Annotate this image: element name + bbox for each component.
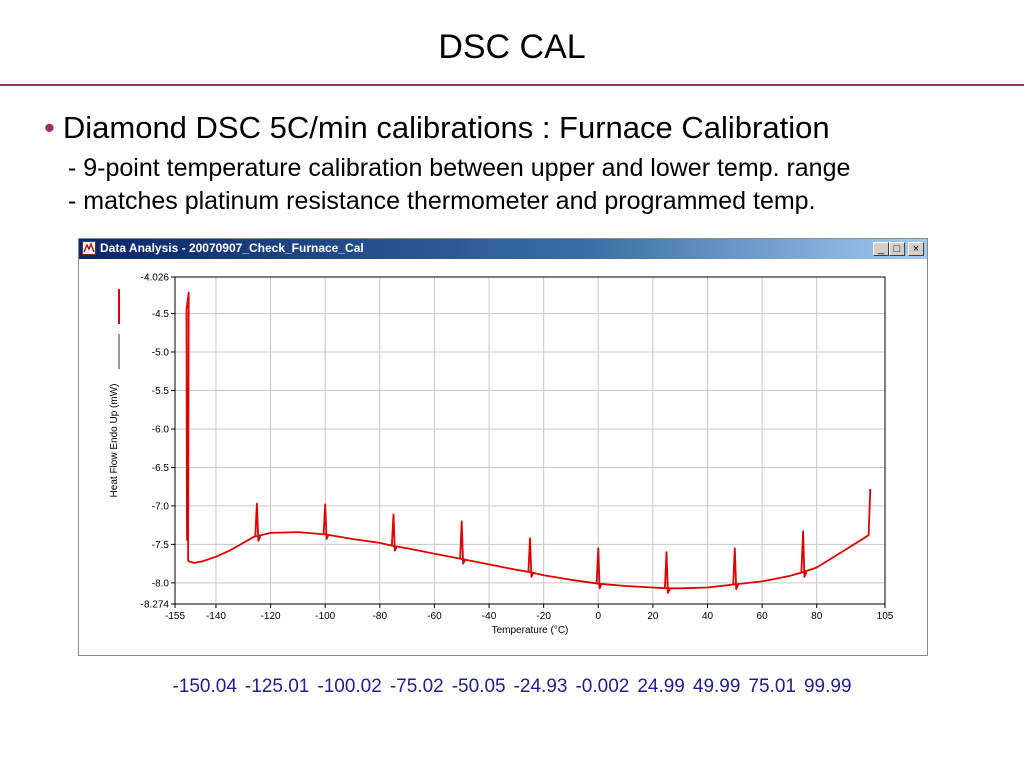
grid-layer bbox=[175, 277, 885, 604]
slide-title: DSC CAL bbox=[438, 28, 586, 66]
calibration-peak bbox=[390, 513, 398, 552]
calibration-peak bbox=[254, 502, 262, 542]
y-tick-label: -6.5 bbox=[152, 463, 170, 474]
x-tick-label: -20 bbox=[536, 611, 551, 622]
plot-frame bbox=[174, 276, 886, 605]
maximize-button[interactable]: □ bbox=[889, 242, 905, 256]
calibration-values: -150.04 -125.01 -100.02 -75.02 -50.05 -24.93-… bbox=[0, 676, 1024, 698]
window-title: Data Analysis - 20070907_Check_Furnace_C… bbox=[100, 241, 364, 255]
calibration-value: -100.02 bbox=[317, 676, 382, 697]
app-icon bbox=[82, 241, 96, 255]
title-divider bbox=[0, 84, 1024, 86]
x-tick-label: -155 bbox=[165, 611, 185, 622]
calibration-value: 24.99 bbox=[637, 676, 685, 697]
x-tick-label: 0 bbox=[595, 611, 601, 622]
main-bullet: • Diamond DSC 5C/min calibrations : Furna… bbox=[44, 110, 830, 146]
x-tick-label: 105 bbox=[877, 611, 894, 622]
x-tick-label: 60 bbox=[757, 611, 769, 622]
x-tick-label: -140 bbox=[206, 611, 226, 622]
sub-line-1: - 9-point temperature calibration betwee… bbox=[68, 154, 851, 182]
x-tick-label: -60 bbox=[427, 611, 442, 622]
calibration-value: -75.02 bbox=[389, 676, 444, 697]
window-titlebar[interactable]: Data Analysis - 20070907_Check_Furnace_C… bbox=[79, 239, 927, 259]
data-analysis-window: Data Analysis - 20070907_Check_Furnace_C… bbox=[78, 238, 928, 656]
sub-line-2: - matches platinum resistance thermomete… bbox=[68, 187, 816, 215]
bullet-dot-icon: • bbox=[44, 110, 55, 145]
calibration-value: 75.01 bbox=[748, 676, 796, 697]
y-tick-label: -8.0 bbox=[152, 578, 170, 589]
x-tick-label: 20 bbox=[647, 611, 659, 622]
x-tick-label: -100 bbox=[315, 611, 335, 622]
y-axis-label: Heat Flow Endo Up (mW) bbox=[109, 384, 120, 498]
calibration-peak bbox=[732, 547, 740, 590]
x-tick-label: -40 bbox=[482, 611, 497, 622]
calibration-value: 99.99 bbox=[803, 676, 852, 697]
calibration-value: -24.93 bbox=[513, 676, 568, 697]
y-tick-label: -5.5 bbox=[152, 386, 170, 397]
calibration-peak bbox=[664, 551, 671, 594]
window-body: -155 -140 -120 -100 -80 -60 -40 -20 0 20 40 60 80 105… bbox=[79, 259, 927, 655]
x-tick-label: 40 bbox=[702, 611, 714, 622]
y-tick-label: -4.5 bbox=[152, 309, 170, 320]
calibration-peak bbox=[459, 520, 467, 565]
y-tick-label: -4.026 bbox=[141, 273, 170, 284]
series-layer bbox=[185, 291, 872, 594]
x-axis-label: Temperature (°C) bbox=[492, 625, 569, 636]
y-tick-label: -5.0 bbox=[152, 347, 170, 358]
tick-layer: -155 -140 -120 -100 -80 -60 -40 -20 0 20 40 60 80 105… bbox=[141, 273, 894, 623]
calibration-peak bbox=[800, 530, 808, 578]
calibration-value: -50.05 bbox=[451, 676, 506, 697]
series-baseline bbox=[185, 291, 872, 590]
calibration-peak bbox=[595, 547, 603, 590]
calibration-peak bbox=[322, 503, 330, 540]
y-tick-label: -6.0 bbox=[152, 424, 170, 435]
x-tick-label: -80 bbox=[373, 611, 388, 622]
main-bullet-text: Diamond DSC 5C/min calibrations : Furnac… bbox=[62, 110, 830, 145]
calibration-value: -150.04 bbox=[172, 676, 237, 697]
minimize-button[interactable]: _ bbox=[873, 242, 889, 256]
x-tick-label: -120 bbox=[261, 611, 281, 622]
x-tick-label: 80 bbox=[811, 611, 823, 622]
calibration-value: 49.99 bbox=[692, 676, 741, 697]
calibration-value: -125.01 bbox=[244, 676, 310, 697]
close-button[interactable]: × bbox=[908, 242, 924, 256]
calibration-value: -0.002 bbox=[575, 676, 630, 697]
dsc-plot: -155 -140 -120 -100 -80 -60 -40 -20 0 20 40 60 80 105… bbox=[109, 273, 894, 637]
y-tick-label: -7.5 bbox=[152, 540, 170, 551]
y-tick-label: -8.274 bbox=[141, 600, 170, 611]
calibration-peak bbox=[527, 537, 535, 578]
y-tick-label: -7.0 bbox=[152, 501, 170, 512]
